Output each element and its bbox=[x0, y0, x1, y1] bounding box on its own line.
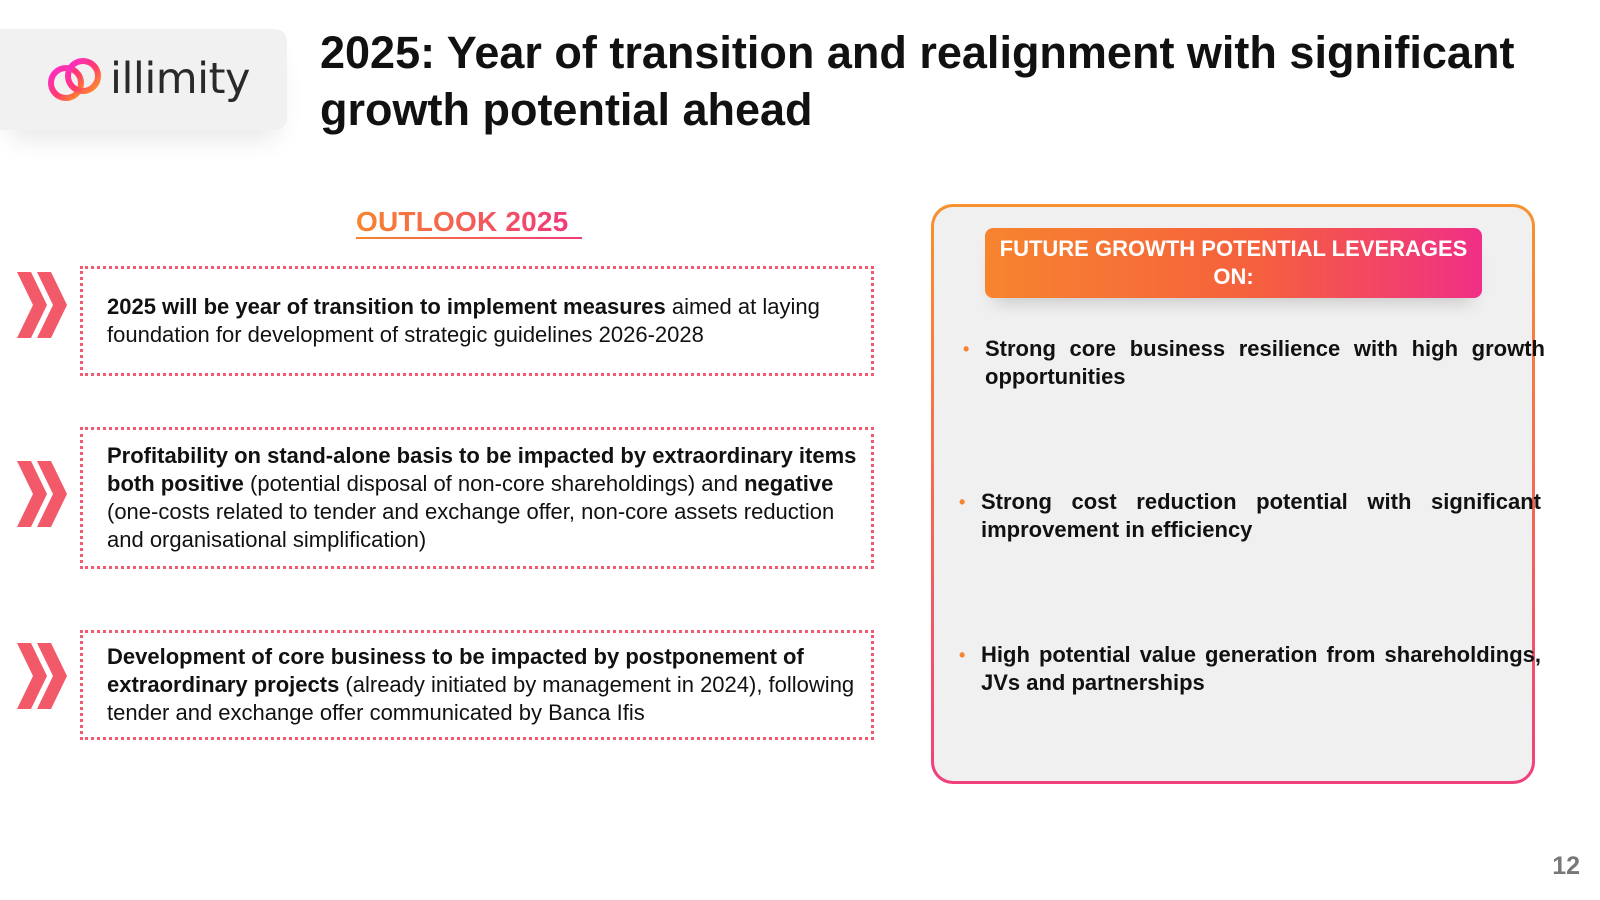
outlook-heading-underline bbox=[356, 237, 582, 239]
outlook-item-text: Development of core business to be impac… bbox=[107, 643, 857, 727]
outlook-item: Profitability on stand-alone basis to be… bbox=[80, 427, 874, 569]
outlook-item-text: Profitability on stand-alone basis to be… bbox=[107, 442, 857, 554]
outlook-item-bold: 2025 will be year of transition to imple… bbox=[107, 294, 666, 319]
outlook-item-text: 2025 will be year of transition to imple… bbox=[107, 293, 857, 349]
growth-bullet-item: • Strong cost reduction potential with s… bbox=[959, 488, 1541, 544]
growth-bullet-text: Strong cost reduction potential with sig… bbox=[981, 489, 1541, 542]
infinity-logo-icon bbox=[48, 57, 101, 101]
outlook-item-bold: Development of core business to be impac… bbox=[107, 644, 804, 697]
outlook-item-bold: negative bbox=[744, 471, 834, 496]
outlook-item: Development of core business to be impac… bbox=[80, 630, 874, 740]
page-number: 12 bbox=[1552, 852, 1580, 880]
logo: illimity bbox=[0, 29, 287, 130]
logo-wordmark: illimity bbox=[110, 54, 250, 104]
bullet-icon: • bbox=[963, 339, 970, 359]
outlook-item-body: (one-costs related to tender and exchang… bbox=[107, 499, 835, 552]
outlook-heading: OUTLOOK 2025 bbox=[356, 206, 569, 237]
bullet-icon: • bbox=[959, 492, 966, 512]
outlook-item-bold: Profitability on stand-alone basis to be… bbox=[107, 443, 857, 496]
growth-header: FUTURE GROWTH POTENTIAL LEVERAGES ON: bbox=[985, 228, 1482, 298]
growth-bullet-item: • Strong core business resilience with h… bbox=[963, 335, 1545, 391]
growth-panel bbox=[931, 204, 1535, 784]
growth-bullet-text: Strong core business resilience with hig… bbox=[985, 336, 1545, 389]
page-title: 2025: Year of transition and realignment… bbox=[320, 27, 1515, 135]
double-chevron-right-icon bbox=[17, 643, 67, 709]
outlook-item: 2025 will be year of transition to imple… bbox=[80, 266, 874, 376]
outlook-item-body: (already initiated by management in 2024… bbox=[107, 672, 855, 725]
growth-bullet-text: High potential value generation from sha… bbox=[981, 642, 1541, 695]
growth-header-label: FUTURE GROWTH POTENTIAL LEVERAGES ON: bbox=[999, 236, 1468, 289]
outlook-item-body: (potential disposal of non-core sharehol… bbox=[243, 471, 745, 496]
outlook-item-body: aimed at laying foundation for developme… bbox=[107, 294, 820, 347]
bullet-icon: • bbox=[959, 645, 966, 665]
double-chevron-right-icon bbox=[17, 461, 67, 527]
growth-bullet-item: • High potential value generation from s… bbox=[959, 641, 1541, 697]
double-chevron-right-icon bbox=[17, 272, 67, 338]
